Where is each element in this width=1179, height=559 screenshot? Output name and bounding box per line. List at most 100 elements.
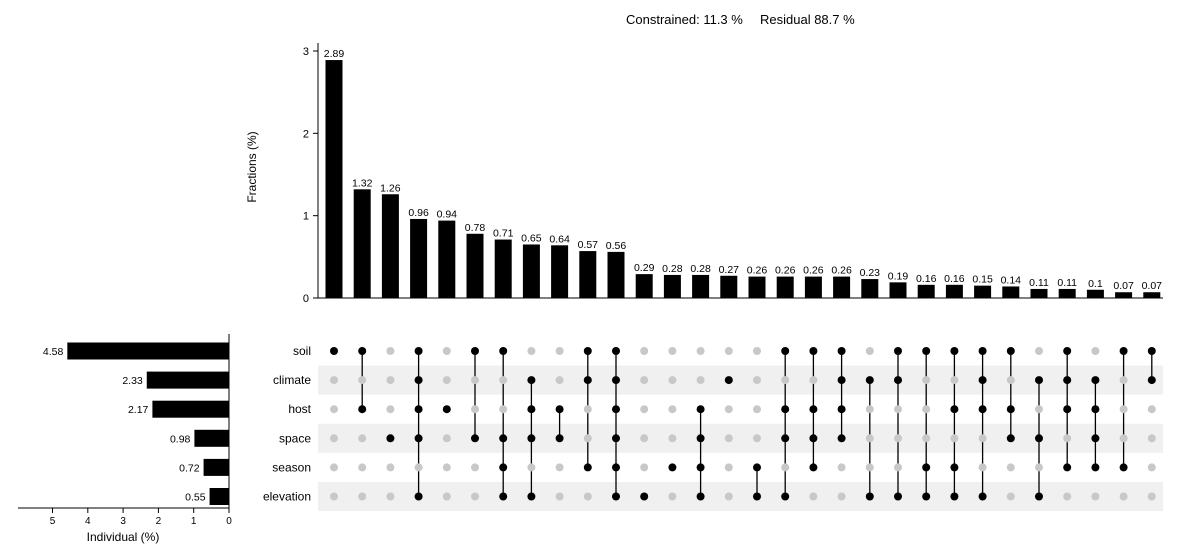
matrix-dot-climate-3 xyxy=(386,376,395,385)
matrix-dot-host-21 xyxy=(894,405,902,414)
matrix-dot-climate-18 xyxy=(809,376,818,385)
matrix-dot-host-11 xyxy=(612,405,620,414)
matrix-dot-season-1 xyxy=(330,463,338,472)
matrix-dot-elevation-28 xyxy=(1091,492,1100,501)
matrix-dot-host-28 xyxy=(1091,405,1100,414)
set-size-tick-label-0: 0 xyxy=(226,516,232,527)
matrix-dot-space-26 xyxy=(1035,434,1043,443)
matrix-dot-climate-27 xyxy=(1063,376,1072,385)
matrix-dot-elevation-15 xyxy=(724,492,733,501)
intersection-bar-26 xyxy=(1030,288,1048,298)
matrix-dot-elevation-12 xyxy=(640,492,649,501)
matrix-dot-space-28 xyxy=(1091,434,1100,443)
matrix-dot-soil-6 xyxy=(471,347,479,355)
matrix-dot-soil-16 xyxy=(753,347,761,355)
matrix-dot-climate-10 xyxy=(583,376,592,385)
matrix-dot-space-29 xyxy=(1119,434,1128,443)
bar-value-label-8: 0.65 xyxy=(521,232,542,244)
matrix-dot-soil-1 xyxy=(330,347,338,355)
matrix-dot-space-24 xyxy=(978,434,987,443)
set-size-label-elevation: 0.55 xyxy=(185,492,206,504)
set-size-bar-host xyxy=(152,400,229,418)
matrix-dot-space-4 xyxy=(414,434,423,443)
matrix-dot-season-6 xyxy=(471,463,479,472)
matrix-dot-season-23 xyxy=(950,463,959,472)
matrix-dot-space-30 xyxy=(1147,434,1156,443)
intersection-bar-23 xyxy=(945,284,963,298)
matrix-dot-elevation-19 xyxy=(837,492,846,501)
matrix-dot-space-16 xyxy=(753,434,761,443)
matrix-dot-soil-2 xyxy=(358,347,367,355)
matrix-dot-host-2 xyxy=(358,405,367,414)
matrix-dot-soil-30 xyxy=(1147,347,1156,355)
bar-value-label-4: 0.96 xyxy=(408,207,429,219)
matrix-dot-elevation-11 xyxy=(612,492,620,501)
matrix-dot-host-17 xyxy=(781,405,790,414)
intersection-bar-7 xyxy=(494,239,512,298)
matrix-dot-host-13 xyxy=(668,405,677,414)
matrix-dot-season-21 xyxy=(894,463,902,472)
matrix-dot-space-14 xyxy=(696,434,705,443)
matrix-dot-soil-13 xyxy=(668,347,677,355)
matrix-dot-climate-15 xyxy=(724,376,733,385)
matrix-dot-host-25 xyxy=(1006,405,1015,414)
intersection-bar-9 xyxy=(551,245,569,298)
matrix-dot-host-9 xyxy=(555,405,564,414)
bar-value-label-12: 0.29 xyxy=(634,262,655,274)
intersection-bar-6 xyxy=(466,233,484,298)
matrix-dot-host-4 xyxy=(414,405,423,414)
matrix-dot-season-15 xyxy=(724,463,733,472)
matrix-dot-climate-26 xyxy=(1035,376,1043,385)
set-size-bar-elevation xyxy=(209,488,229,505)
matrix-dot-space-27 xyxy=(1063,434,1072,443)
chart-header: Constrained: 11.3 % Residual 88.7 % xyxy=(0,12,1179,32)
matrix-dot-space-22 xyxy=(922,434,931,443)
matrix-dot-soil-4 xyxy=(414,347,423,355)
set-label-season: season xyxy=(272,460,311,474)
matrix-dot-season-14 xyxy=(696,463,705,472)
matrix-dot-space-15 xyxy=(724,434,733,443)
matrix-dot-space-11 xyxy=(612,434,620,443)
matrix-dot-soil-11 xyxy=(612,347,620,355)
matrix-dot-elevation-14 xyxy=(696,492,705,501)
matrix-dot-space-8 xyxy=(527,434,536,443)
matrix-dot-season-17 xyxy=(781,463,790,472)
matrix-dot-host-18 xyxy=(809,405,818,414)
matrix-dot-elevation-22 xyxy=(922,492,931,501)
matrix-dot-soil-20 xyxy=(865,347,874,355)
matrix-dot-host-29 xyxy=(1119,405,1128,414)
intersection-bar-15 xyxy=(720,275,738,298)
matrix-dot-soil-22 xyxy=(922,347,931,355)
matrix-dot-host-1 xyxy=(330,405,338,414)
bar-value-label-20: 0.23 xyxy=(860,267,881,279)
constrained-label: Constrained: 11.3 % xyxy=(626,12,743,27)
y-axis: 0 1 2 3 Fractions (%) xyxy=(245,43,1163,305)
set-size-bars: 4.58 2.33 2.17 0.98 0.72 0.55 xyxy=(43,342,230,505)
matrix-dot-elevation-1 xyxy=(330,492,338,501)
intersection-bar-27 xyxy=(1058,288,1076,298)
matrix-dot-space-10 xyxy=(583,434,592,443)
matrix-dot-host-19 xyxy=(837,405,846,414)
matrix-dot-soil-19 xyxy=(837,347,846,355)
matrix-dot-climate-2 xyxy=(358,376,367,385)
y-tick-label-3: 3 xyxy=(303,46,309,58)
matrix-dot-space-17 xyxy=(781,434,790,443)
bar-value-label-27: 0.11 xyxy=(1057,277,1077,289)
matrix-dot-season-25 xyxy=(1006,463,1015,472)
intersection-bar-5 xyxy=(438,220,456,298)
matrix-dot-soil-24 xyxy=(978,347,987,355)
matrix-dot-soil-27 xyxy=(1063,347,1072,355)
y-axis-title: Fractions (%) xyxy=(245,131,259,202)
matrix-dot-host-23 xyxy=(950,405,959,414)
matrix-dot-climate-29 xyxy=(1119,376,1128,385)
matrix-dot-space-12 xyxy=(640,434,649,443)
matrix-dot-climate-17 xyxy=(781,376,790,385)
matrix-dot-season-30 xyxy=(1147,463,1156,472)
bar-value-label-24: 0.15 xyxy=(972,274,993,286)
matrix-dot-soil-15 xyxy=(724,347,733,355)
matrix-dot-season-18 xyxy=(809,463,818,472)
matrix-dot-soil-28 xyxy=(1091,347,1100,355)
matrix-dot-climate-23 xyxy=(950,376,959,385)
matrix-dot-space-2 xyxy=(358,434,367,443)
